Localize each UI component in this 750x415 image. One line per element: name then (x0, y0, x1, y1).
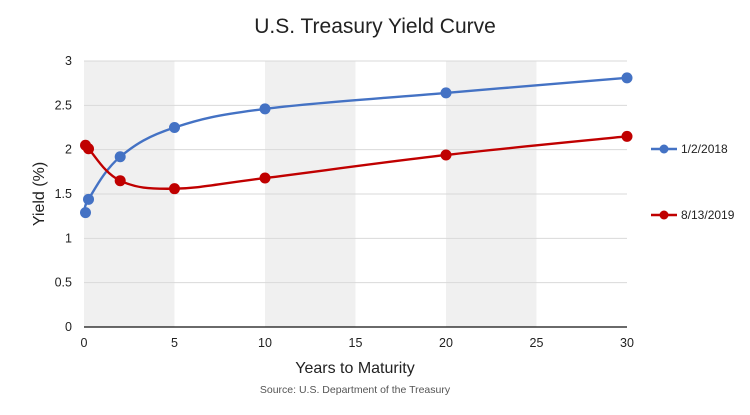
data-point (169, 122, 180, 133)
x-tick-label: 20 (439, 336, 453, 350)
data-point (440, 87, 452, 99)
x-tick-label: 25 (530, 336, 544, 350)
x-axis-label: Years to Maturity (295, 360, 414, 377)
data-point (114, 175, 126, 187)
data-point (114, 151, 126, 163)
data-point (621, 72, 633, 84)
x-tick-label: 0 (81, 336, 88, 350)
y-tick-label: 1.5 (55, 187, 72, 201)
data-points (80, 72, 633, 219)
y-tick-label: 2.5 (55, 98, 72, 112)
legend-marker (659, 210, 669, 220)
source-note: Source: U.S. Department of the Treasury (260, 384, 451, 396)
data-point (440, 149, 452, 161)
y-tick-label: 2 (65, 143, 72, 157)
data-point (259, 103, 271, 115)
x-tick-label: 5 (171, 336, 178, 350)
y-tick-label: 1 (65, 231, 72, 245)
x-tick-label: 15 (349, 336, 363, 350)
data-point (83, 193, 95, 205)
series-line-0 (83, 76, 628, 213)
tick-labels: 0 5 10 15 20 25 30 0 0.5 1 1.5 2 2.5 3 (55, 54, 634, 350)
data-point (259, 172, 271, 184)
legend: 1/2/2018 8/13/2019 (651, 142, 735, 222)
y-tick-label: 0.5 (55, 276, 72, 290)
x-tick-label: 10 (258, 336, 272, 350)
legend-label: 8/13/2019 (681, 208, 735, 222)
legend-marker (659, 144, 669, 154)
legend-label: 1/2/2018 (681, 142, 728, 156)
x-tick-label: 30 (620, 336, 634, 350)
data-point (80, 207, 92, 219)
data-point (169, 183, 180, 195)
chart-title: U.S. Treasury Yield Curve (254, 15, 496, 38)
data-point (621, 130, 633, 142)
y-tick-label: 3 (65, 54, 72, 68)
y-axis-label: Yield (%) (31, 162, 48, 226)
y-tick-label: 0 (65, 320, 72, 334)
data-point (83, 143, 95, 155)
